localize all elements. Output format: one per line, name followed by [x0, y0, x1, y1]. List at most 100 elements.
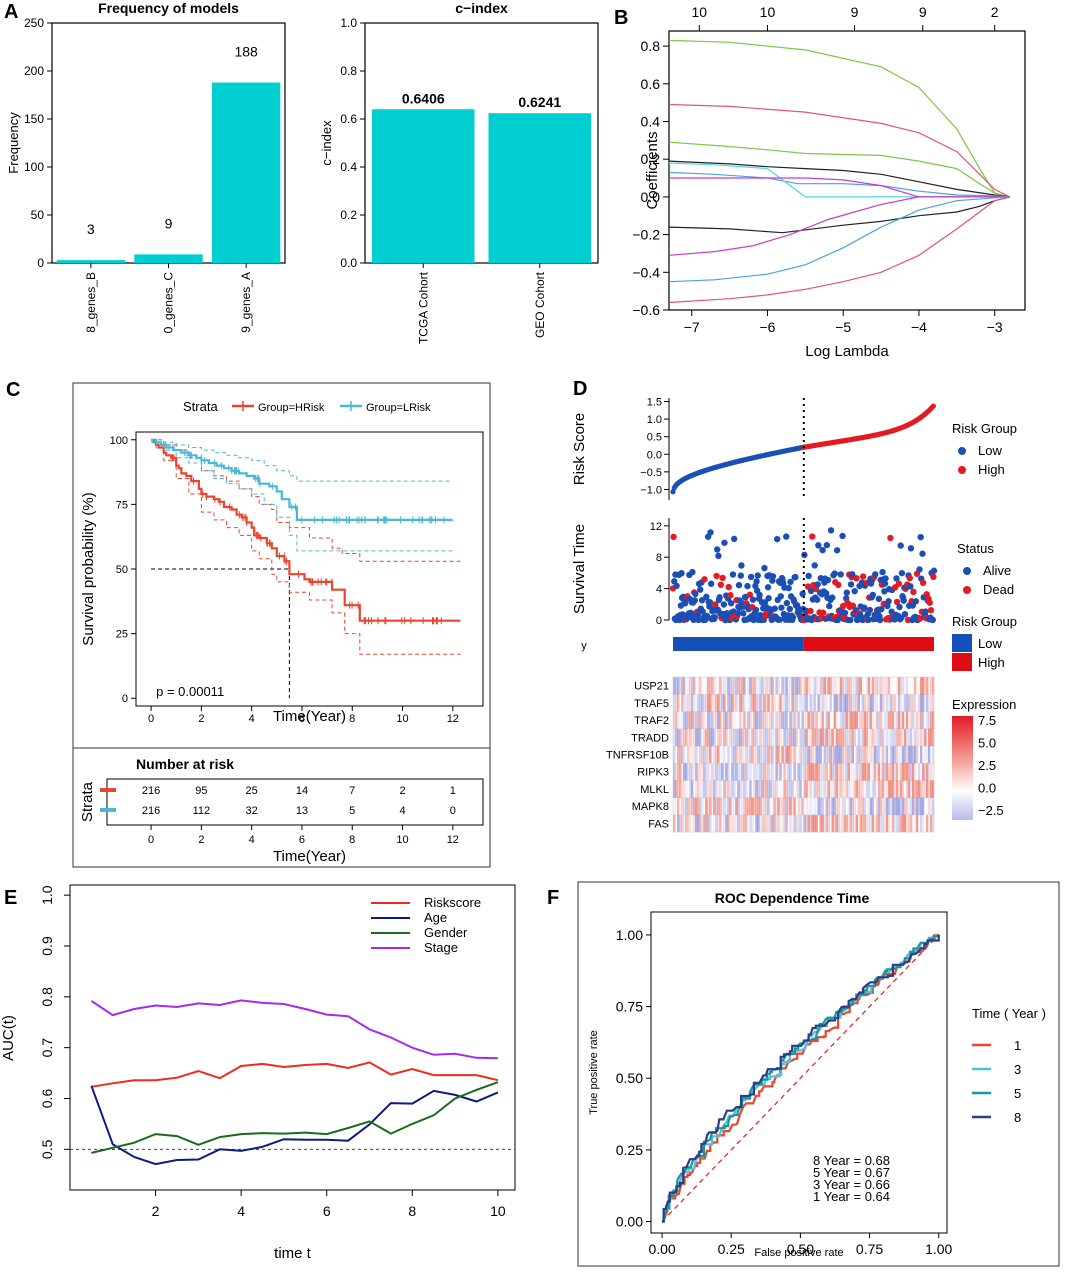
heatmap-cell: [867, 780, 871, 798]
heatmap-cell: [859, 728, 863, 747]
y-tick-label: 0.4: [340, 160, 357, 174]
heatmap-cell: [805, 694, 808, 712]
heatmap-cell: [717, 728, 720, 747]
heatmap-cell: [745, 677, 747, 695]
heatmap-cell: [927, 763, 931, 781]
heatmap-cell: [737, 745, 740, 764]
survival-point: [716, 594, 723, 601]
heatmap-cell: [929, 780, 933, 798]
heatmap-cell: [767, 711, 770, 729]
survival-point: [847, 581, 855, 588]
heatmap-cell: [854, 746, 856, 764]
heatmap-cell: [875, 763, 879, 781]
heatmap-cell: [689, 763, 692, 781]
heatmap-cell: [761, 694, 764, 712]
risk-x-tick-label: 8: [349, 834, 355, 846]
survival-point: [814, 581, 821, 588]
heatmap-cell: [899, 711, 903, 729]
heatmap-cell: [701, 729, 703, 747]
survival-point: [765, 595, 772, 602]
chart-title: ROC Dependence Time: [715, 890, 870, 906]
heatmap-cell: [675, 728, 678, 747]
heatmap-cell: [753, 797, 756, 816]
x-tick-label: 6: [299, 713, 305, 725]
heatmap-cell: [693, 745, 696, 764]
heatmap-cell: [841, 763, 844, 781]
heatmap-cell: [681, 711, 684, 729]
heatmap-cell: [755, 694, 758, 712]
heatmap-cell: [843, 814, 846, 833]
heatmap-cell: [753, 694, 756, 712]
heatmap-cell: [713, 814, 716, 833]
heatmap-cell: [809, 797, 812, 816]
survival-point: [906, 574, 913, 582]
heatmap-cell: [683, 780, 686, 798]
plot-border: [668, 30, 1026, 311]
heatmap-cell: [759, 797, 762, 816]
heatmap-cell: [793, 677, 796, 695]
heatmap-cell: [687, 780, 689, 798]
heatmap-cell: [801, 797, 804, 816]
heatmap-cell: [747, 694, 750, 712]
heatmap-cell: [681, 763, 684, 781]
heatmap-cell: [771, 763, 774, 781]
heatmap-cell: [695, 728, 698, 747]
heatmap-cell: [753, 780, 756, 798]
heatmap-cell: [681, 797, 684, 816]
heatmap-cell: [893, 814, 897, 833]
heatmap-cell: [899, 763, 903, 781]
heatmap-cell: [719, 728, 722, 747]
heatmap-cell: [855, 677, 859, 695]
y-tick-label: 12: [650, 521, 662, 533]
heatmap-cell: [789, 745, 792, 764]
top-tick-label: 2: [991, 4, 999, 20]
heatmap-cell: [873, 814, 877, 833]
heatmap-cell: [759, 780, 762, 798]
heatmap-cell: [919, 728, 923, 747]
heatmap-cell: [927, 711, 931, 729]
panel-letter-e: E: [4, 887, 17, 909]
heatmap-cell: [695, 711, 698, 729]
heatmap-cell: [691, 797, 694, 816]
heatmap-cell: [865, 694, 869, 712]
y-tick-label: −0.6: [632, 302, 660, 318]
survival-point: [689, 568, 696, 576]
survival-point: [895, 580, 903, 587]
heatmap-cell: [735, 814, 738, 833]
survival-point: [679, 611, 686, 618]
survival-point: [851, 587, 858, 595]
heatmap-cell: [791, 763, 793, 781]
survival-point: [900, 597, 907, 604]
legend-title: Strata: [183, 399, 218, 414]
heatmap-cell: [857, 797, 861, 816]
heatmap-cell: [889, 728, 893, 747]
heatmap-cell: [823, 814, 826, 833]
heatmap-cell: [821, 694, 824, 712]
heatmap-cell: [773, 728, 776, 747]
heatmap-cell: [733, 677, 736, 695]
heatmap-cell: [853, 763, 856, 781]
heatmap-cell: [841, 711, 844, 729]
heatmap-cell: [733, 711, 736, 729]
heatmap-cell: [929, 677, 933, 695]
heatmap-cell: [899, 745, 903, 764]
heatmap-cell: [685, 814, 688, 833]
survival-point: [786, 605, 794, 613]
heatmap-cell: [767, 677, 770, 695]
heatmap-cell: [919, 694, 923, 712]
heatmap-cell: [823, 780, 826, 798]
heatmap-cell: [737, 763, 740, 781]
survival-point: [926, 599, 933, 606]
heatmap-cell: [679, 763, 682, 781]
heatmap-cell: [691, 745, 694, 764]
heatmap-cell: [811, 814, 814, 833]
heatmap-cell: [859, 763, 863, 781]
heatmap-cell: [683, 711, 686, 729]
heatmap-cell: [897, 745, 901, 764]
heatmap-cell: [916, 694, 918, 712]
survival-point: [919, 550, 926, 557]
heatmap-cell: [903, 814, 907, 833]
heatmap-cell: [739, 711, 742, 729]
heatmap-cell: [903, 728, 907, 747]
legend-label: Age: [424, 910, 447, 925]
